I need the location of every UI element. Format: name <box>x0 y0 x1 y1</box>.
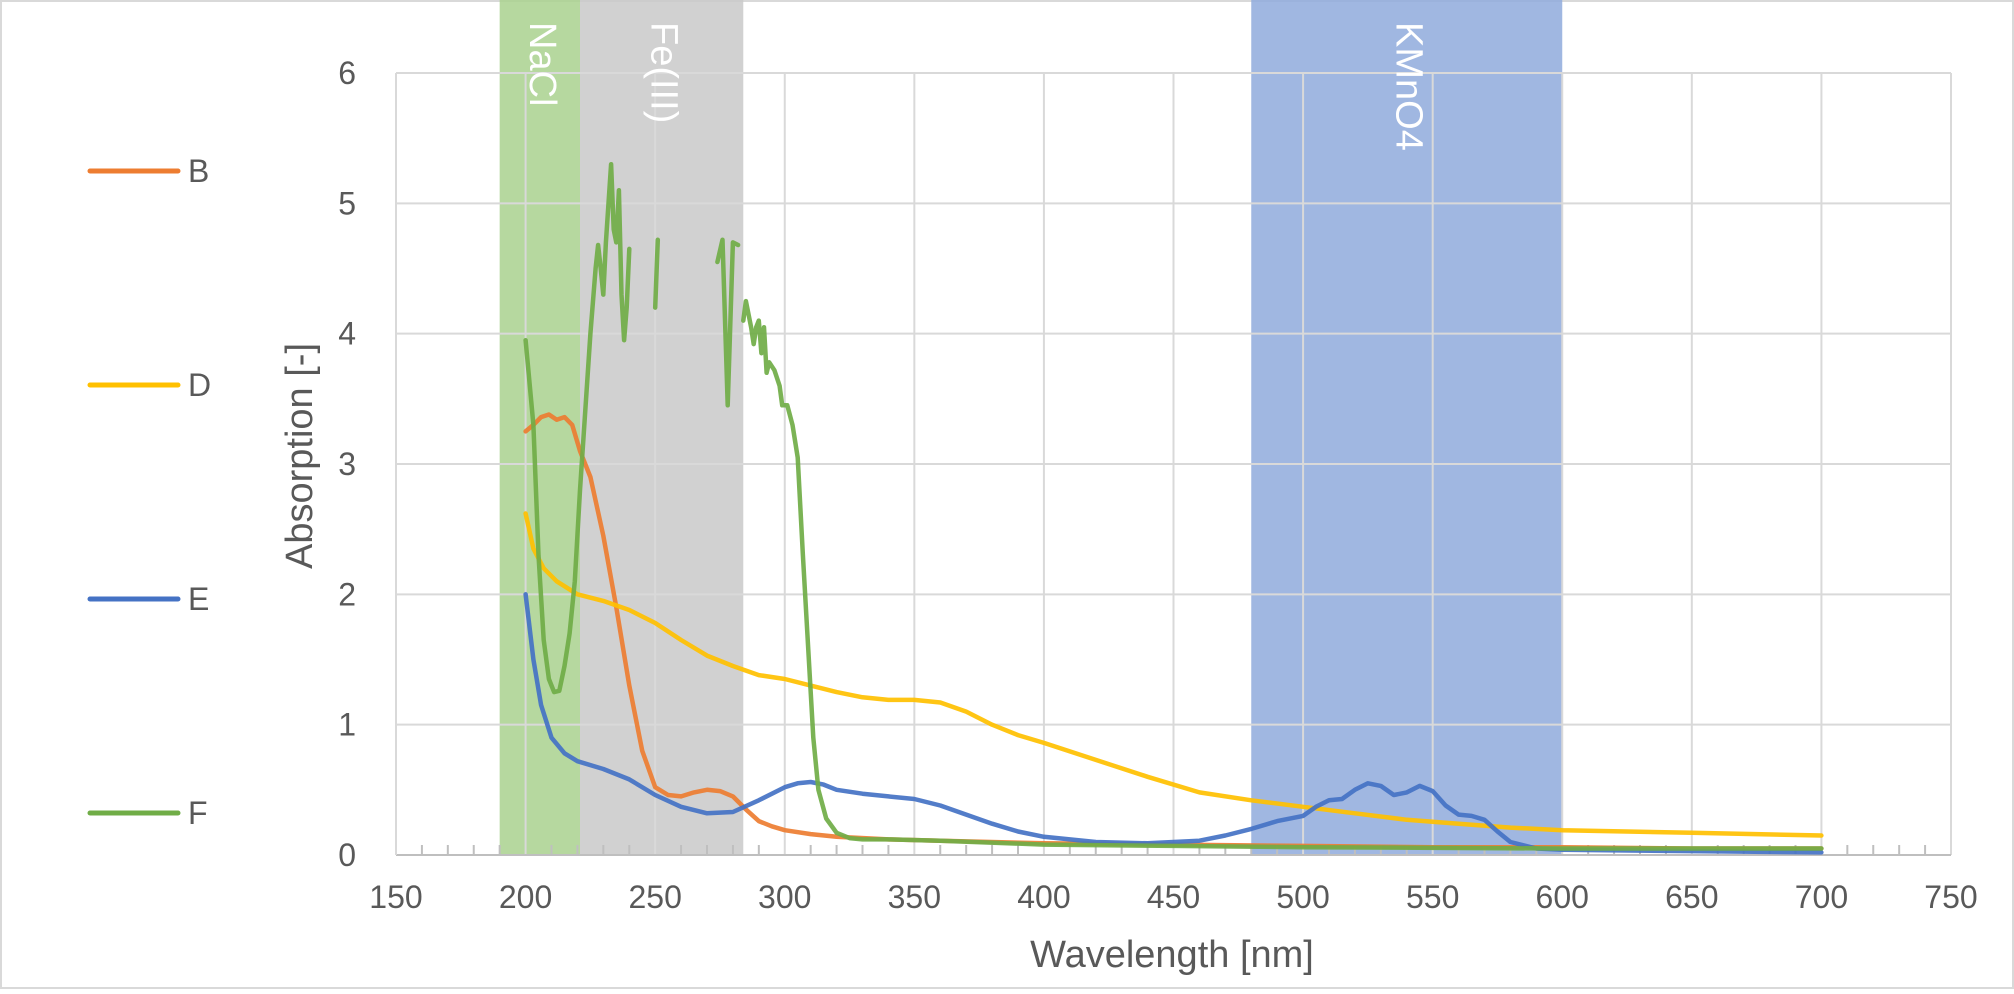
x-tick-label: 450 <box>1147 879 1200 915</box>
y-tick-label: 5 <box>338 185 356 221</box>
y-tick-label: 2 <box>338 576 356 612</box>
band-0 <box>499 0 581 855</box>
series-line-f-2 <box>715 237 741 408</box>
x-tick-label: 200 <box>499 879 552 915</box>
x-tick-label: 300 <box>758 879 811 915</box>
series-line-f-0 <box>523 161 632 695</box>
series-layer <box>523 161 1824 855</box>
legend-label-b: B <box>188 153 209 189</box>
legend-label-f: F <box>188 795 208 831</box>
x-tick-label: 250 <box>628 879 681 915</box>
y-tick-label: 0 <box>338 837 356 873</box>
y-tick-label: 6 <box>338 55 356 91</box>
band-1 <box>580 0 744 855</box>
x-tick-label: 600 <box>1536 879 1589 915</box>
legend-layer: B D E F <box>87 153 211 831</box>
x-tick-label: 700 <box>1795 879 1848 915</box>
grid-layer <box>396 72 1952 855</box>
x-tick-label: 650 <box>1665 879 1718 915</box>
axis-layer: 150 200 250 300 350 400 450 500 550 600 650 700 750 0… <box>338 55 1977 915</box>
band-label-2: KMnO4 <box>1388 22 1430 151</box>
y-tick-label: 1 <box>338 707 356 743</box>
x-tick-label: 150 <box>369 879 422 915</box>
x-tick-label: 400 <box>1017 879 1070 915</box>
y-axis-title: Absorption [-] <box>279 343 321 569</box>
y-tick-label: 3 <box>338 446 356 482</box>
x-tick-label: 750 <box>1924 879 1977 915</box>
x-tick-label: 550 <box>1406 879 1459 915</box>
series-line-d <box>523 511 1824 838</box>
band-label-layer: NaCl Fe(III) KMnO4 <box>521 22 1430 151</box>
series-line-f-1 <box>652 237 661 310</box>
legend-label-e: E <box>188 581 209 617</box>
band-label-1: Fe(III) <box>643 22 685 123</box>
series-line-e <box>523 592 1824 855</box>
x-axis-title: Wavelength [nm] <box>1030 934 1314 976</box>
legend-label-d: D <box>188 367 211 403</box>
x-tick-label: 500 <box>1276 879 1329 915</box>
y-tick-label: 4 <box>338 316 356 352</box>
band-label-0: NaCl <box>521 22 563 106</box>
x-tick-label: 350 <box>888 879 941 915</box>
series-line-f-3 <box>741 298 1824 851</box>
